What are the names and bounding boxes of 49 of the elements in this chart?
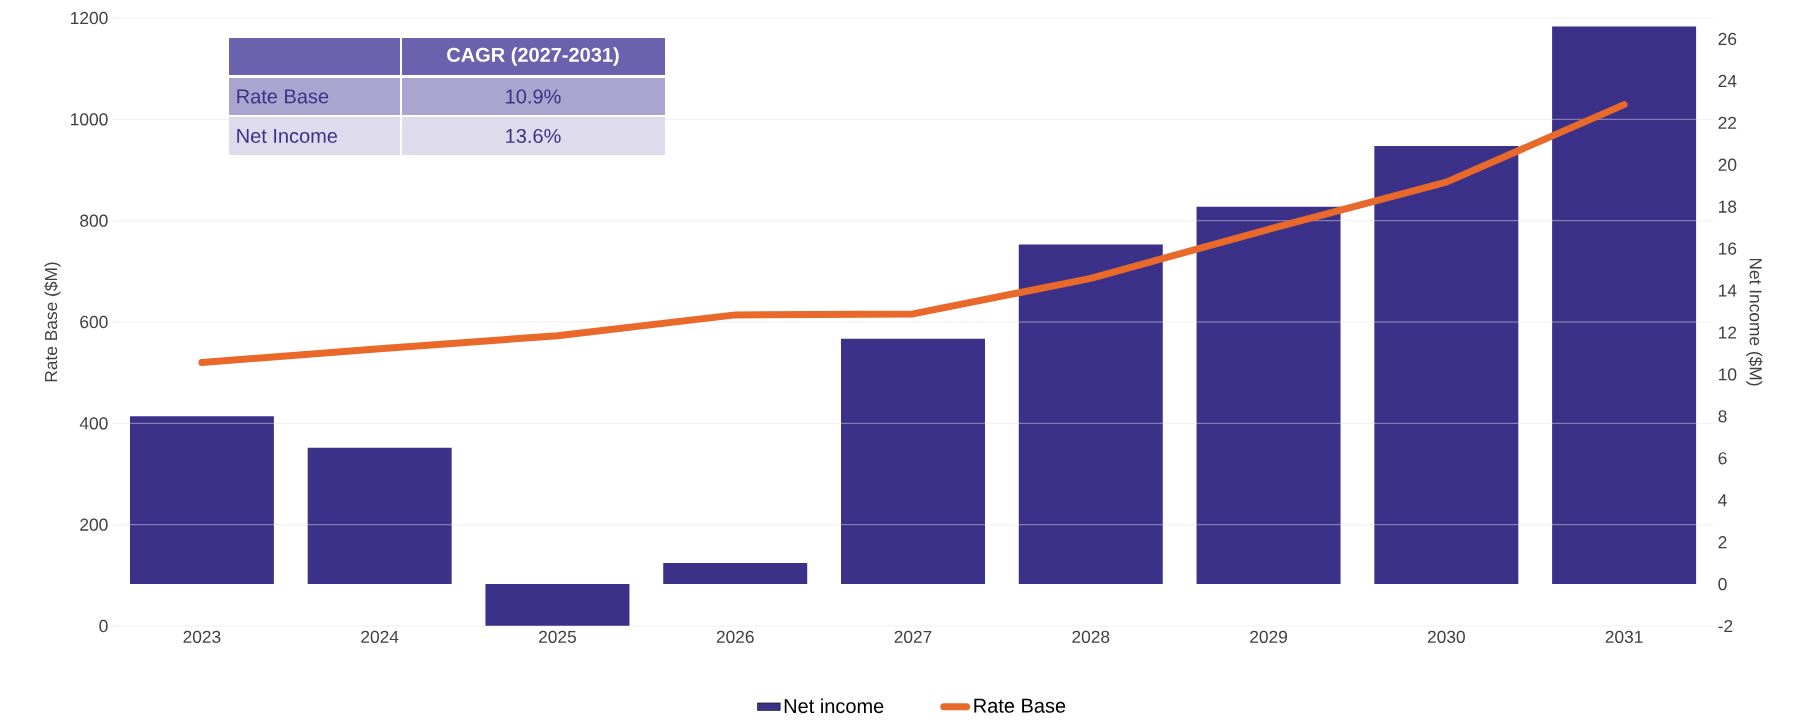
y-tick-label: 1200 xyxy=(71,11,108,24)
x-tick-label: 2028 xyxy=(1072,630,1110,643)
bar xyxy=(841,338,985,584)
y-tick-label: 200 xyxy=(80,518,108,531)
y2-tick-label: 22 xyxy=(1718,116,1737,129)
bar xyxy=(1196,206,1341,584)
y2-tick-label: 2 xyxy=(1718,535,1727,549)
y2-tick-label: 26 xyxy=(1718,32,1737,45)
bar xyxy=(485,583,630,626)
y2-tick-label: 24 xyxy=(1718,74,1737,87)
y2-tick-label: 14 xyxy=(1719,284,1737,297)
x-tick-label: 2024 xyxy=(361,630,399,643)
y2-tick-label: 16 xyxy=(1719,242,1737,255)
legend-label: Rate Base xyxy=(974,698,1066,713)
y2-tick-label: 10 xyxy=(1719,368,1737,381)
y2-tick-label: 18 xyxy=(1719,200,1737,213)
y2-tick-label: 12 xyxy=(1719,326,1737,339)
y-axis-title: Rate Base ($M) xyxy=(44,262,61,382)
y2-tick-label: -2 xyxy=(1718,619,1733,632)
y-tick-label: 0 xyxy=(99,619,108,632)
x-tick-label: 2027 xyxy=(894,630,932,643)
y2-tick-label: 4 xyxy=(1718,494,1727,507)
y-tick-label: 400 xyxy=(79,417,108,430)
bar xyxy=(1018,244,1163,584)
bar xyxy=(1374,145,1519,584)
annotation: Rate Base xyxy=(237,89,329,104)
y-tick-label: 800 xyxy=(80,214,108,227)
x-tick-label: 2031 xyxy=(1605,630,1643,643)
annotation: 10.9% xyxy=(506,89,561,104)
x-tick-label: 2030 xyxy=(1427,630,1465,643)
bar xyxy=(129,416,274,584)
y2-tick-label: 0 xyxy=(1718,577,1727,591)
x-tick-label: 2029 xyxy=(1250,630,1288,643)
bar xyxy=(663,562,808,584)
annotation: Net Income xyxy=(237,128,338,143)
y-tick-label: 1000 xyxy=(71,113,108,126)
y2-axis-title: Net Income ($M) xyxy=(1746,258,1763,386)
y-tick-label: 600 xyxy=(80,315,108,328)
x-tick-label: 2026 xyxy=(716,630,754,643)
annotation: CAGR (2027-2031) xyxy=(447,47,619,66)
bar xyxy=(307,447,452,584)
bar xyxy=(1552,26,1697,584)
x-tick-label: 2023 xyxy=(183,630,221,643)
y2-tick-label: 8 xyxy=(1718,410,1727,423)
y2-tick-label: 6 xyxy=(1718,451,1727,465)
y2-tick-label: 20 xyxy=(1718,158,1737,171)
legend-label: Net income xyxy=(784,698,884,714)
x-tick-label: 2025 xyxy=(539,630,576,643)
annotation: 13.6% xyxy=(506,128,561,143)
